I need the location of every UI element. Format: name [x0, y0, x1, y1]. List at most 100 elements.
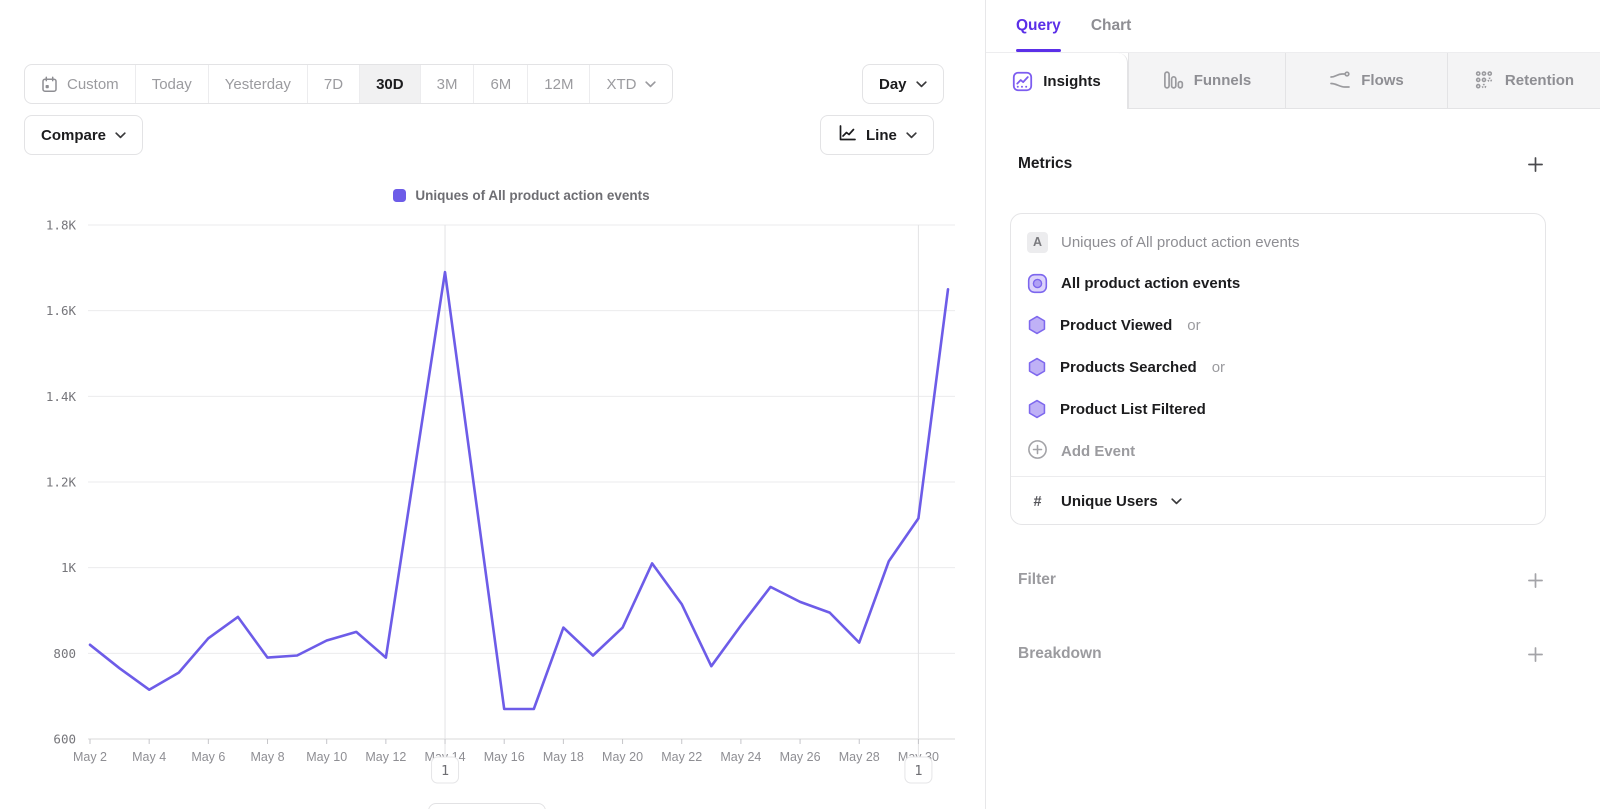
event-label: Product List Filtered [1060, 400, 1206, 418]
range-label: 3M [436, 75, 458, 93]
metric-row-label: Uniques of All product action events [1061, 233, 1300, 251]
granularity-label: Day [879, 75, 907, 93]
query-chart-tabs: Query Chart [986, 0, 1600, 52]
x-axis-label: May 24 [720, 750, 761, 764]
event-row[interactable]: All product action events [1027, 262, 1529, 304]
metrics-card: A Uniques of All product action events A… [1010, 213, 1546, 525]
funnels-icon [1163, 70, 1184, 91]
tab-label: Funnels [1193, 72, 1252, 89]
compare-dropdown[interactable]: Compare [24, 115, 144, 155]
breakdown-title: Breakdown [1018, 645, 1102, 662]
series-line [88, 270, 950, 711]
hexagon-event-icon [1027, 357, 1047, 377]
calendar-icon [41, 76, 58, 93]
chevron-down-icon [645, 80, 657, 88]
chevron-down-icon [915, 80, 927, 88]
annotation-badge-label: 1 [914, 763, 922, 779]
metric-letter-badge: A [1027, 231, 1048, 253]
card-divider [1011, 476, 1545, 477]
x-axis-label: May 6 [191, 750, 225, 764]
x-axis-label: May 26 [780, 750, 821, 764]
legend-swatch [393, 189, 407, 202]
y-axis-label: 800 [53, 646, 76, 661]
metrics-section-header: Metrics [986, 155, 1600, 173]
breakdown-section-header: Breakdown [986, 645, 1600, 663]
event-list: All product action events Product Viewed o… [1027, 262, 1529, 430]
flows-icon [1329, 70, 1351, 91]
line-chart: 600 800 1K 1.2K 1.4K 1.6K 1.8K May 2 May 4 May 6 M… [46, 218, 955, 784]
x-axis-label: May 2 [73, 750, 107, 764]
range-custom[interactable]: Custom [25, 65, 135, 103]
event-label: All product action events [1061, 274, 1241, 292]
chevron-down-icon [906, 131, 917, 139]
range-label: Today [151, 75, 192, 93]
add-breakdown-button[interactable] [1527, 646, 1544, 663]
all-events-icon [1027, 273, 1048, 294]
range-6m[interactable]: 6M [473, 65, 527, 103]
event-row[interactable]: Products Searched or [1027, 346, 1529, 388]
tab-flows[interactable]: Flows [1285, 53, 1447, 109]
tab-insights[interactable]: Insights [986, 53, 1128, 109]
annotation-badge[interactable] [431, 756, 460, 784]
range-today[interactable]: Today [134, 65, 208, 103]
range-label: 7D [323, 75, 344, 93]
range-3m[interactable]: 3M [419, 65, 474, 103]
x-axis-label: May 20 [602, 750, 643, 764]
y-axis-label: 1.8K [46, 218, 77, 233]
add-event-button[interactable]: Add Event [1027, 430, 1529, 472]
tab-label: Flows [1361, 72, 1404, 89]
range-xtd[interactable]: XTD [589, 65, 672, 103]
metric-row-header[interactable]: A Uniques of All product action events [1027, 222, 1529, 262]
tab-funnels[interactable]: Funnels [1128, 53, 1285, 109]
range-label: 12M [544, 75, 574, 93]
tab-query[interactable]: Query [1016, 0, 1061, 52]
compare-label: Compare [41, 126, 107, 144]
filter-title: Filter [1018, 571, 1056, 588]
add-event-label: Add Event [1061, 442, 1136, 460]
chart-type-dropdown[interactable]: Line [820, 115, 934, 155]
event-operator: or [1211, 358, 1226, 376]
y-axis-label: 1.6K [46, 303, 77, 318]
event-row[interactable]: Product List Filtered [1027, 388, 1529, 430]
range-yesterday[interactable]: Yesterday [207, 65, 307, 103]
measure-dropdown[interactable]: # Unique Users [1027, 477, 1529, 514]
range-30d[interactable]: 30D [359, 65, 420, 103]
chevron-down-icon [1171, 498, 1182, 505]
x-axis-label: May 18 [543, 750, 584, 764]
tab-chart[interactable]: Chart [1090, 17, 1132, 34]
x-axis-label: May 8 [250, 750, 284, 764]
x-axis-label: May 4 [132, 750, 166, 764]
y-axis-label: 1K [61, 560, 77, 575]
event-operator: or [1187, 316, 1201, 334]
y-axis-label: 600 [53, 732, 76, 747]
query-panel: Query Chart Insights Funnels Flows Retention… [985, 0, 1600, 809]
chart-legend[interactable]: Uniques of All product action events [88, 188, 955, 203]
chevron-down-icon [115, 131, 126, 139]
line-chart-icon [837, 123, 857, 147]
event-row[interactable]: Product Viewed or [1027, 304, 1529, 346]
annotation-badge-label: 1 [441, 763, 449, 779]
hexagon-event-icon [1027, 315, 1047, 335]
legend-label: Uniques of All product action events [415, 188, 650, 203]
range-label: Yesterday [224, 75, 291, 93]
x-axis-label: May 10 [306, 750, 347, 764]
x-axis-label: May 16 [484, 750, 525, 764]
tab-retention[interactable]: Retention [1447, 53, 1600, 109]
range-7d[interactable]: 7D [306, 65, 359, 103]
add-metric-button[interactable] [1527, 156, 1544, 173]
bottom-cutoff-element[interactable] [428, 803, 546, 809]
y-axis-label: 1.4K [46, 389, 77, 404]
granularity-dropdown[interactable]: Day [862, 64, 944, 104]
x-axis-label: May 12 [365, 750, 406, 764]
x-axis-label: May 28 [839, 750, 880, 764]
add-event-plus-icon [1027, 439, 1048, 464]
y-axis-label: 1.2K [46, 475, 77, 490]
range-label: XTD [606, 75, 637, 93]
add-filter-button[interactable] [1527, 572, 1544, 589]
annotation-badge[interactable] [904, 756, 933, 784]
filter-section-header: Filter [986, 571, 1600, 589]
date-range-control: Custom Today Yesterday 7D 30D 3M 6M 12M XTD [24, 64, 674, 104]
range-12m[interactable]: 12M [527, 65, 589, 103]
retention-icon [1474, 70, 1495, 91]
